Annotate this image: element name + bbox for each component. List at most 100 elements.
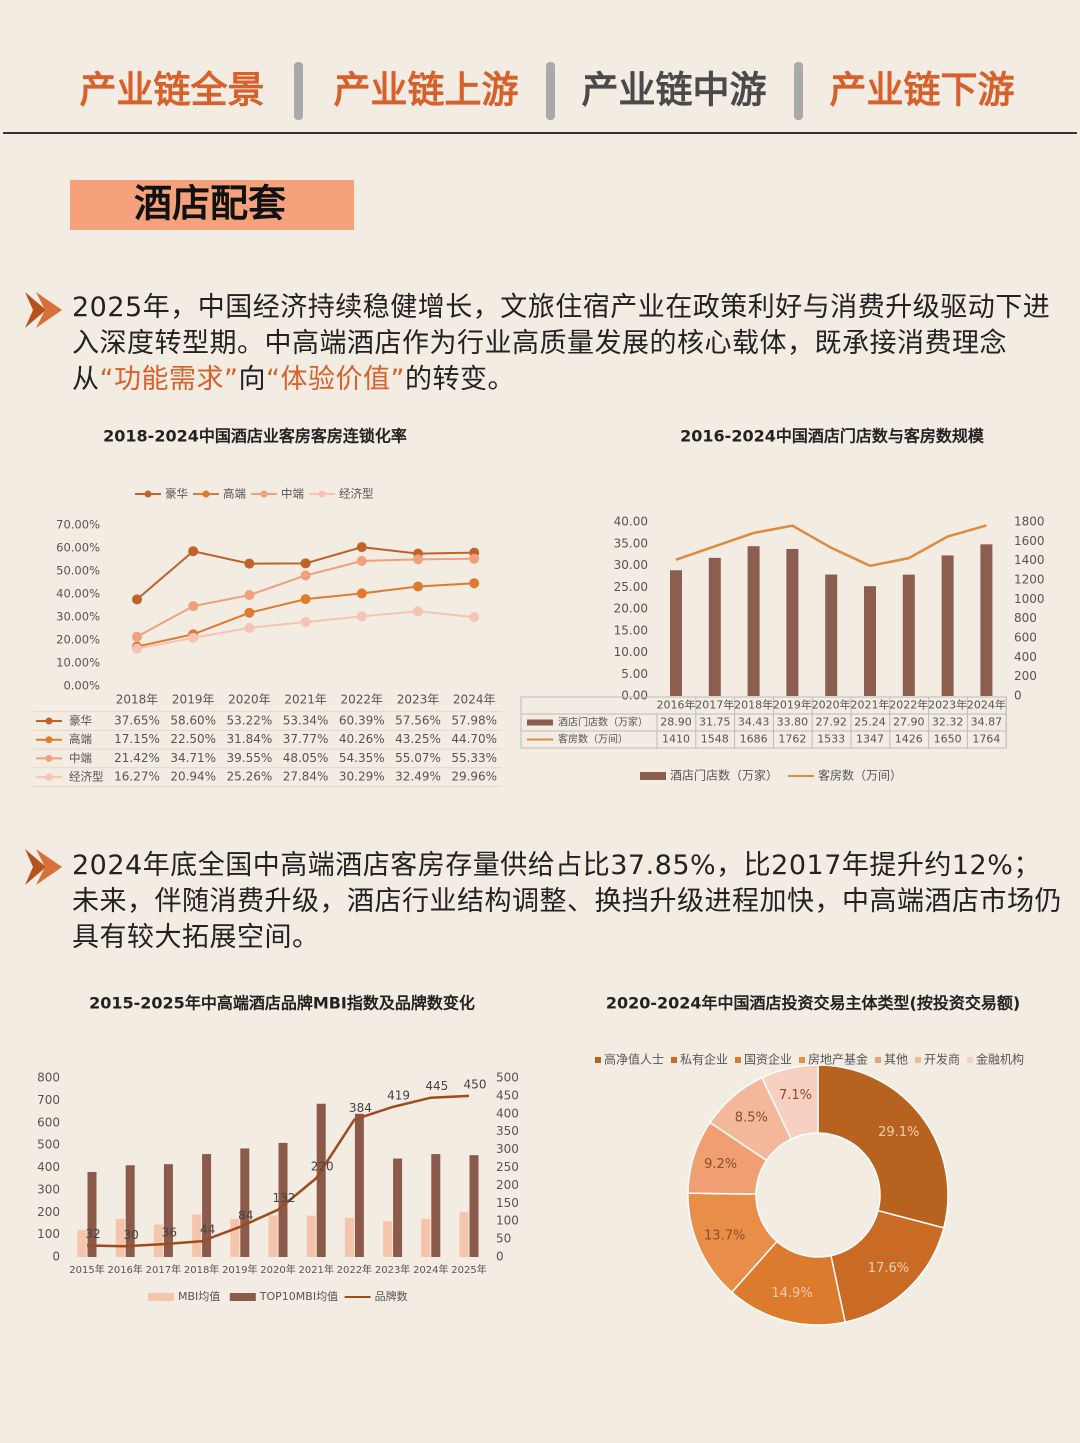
bar xyxy=(421,1218,431,1257)
data-label: 445 xyxy=(425,1079,448,1093)
legend-marker xyxy=(318,490,326,498)
y-tick-label: 60.00% xyxy=(56,541,100,555)
table-cell: 48.05% xyxy=(283,751,329,765)
bullet-arrow xyxy=(25,292,62,328)
x-tick-label: 2021年 xyxy=(284,693,327,707)
y-tick-label: 0.00 xyxy=(621,689,648,703)
bar xyxy=(202,1154,212,1257)
text: 向 xyxy=(238,364,266,395)
y2-tick-label: 100 xyxy=(496,1214,519,1228)
bar xyxy=(77,1230,87,1257)
nav-tab[interactable]: 产业链上游 xyxy=(334,69,519,112)
x-tick-label: 2018年 xyxy=(734,698,773,712)
bar xyxy=(192,1214,202,1257)
x-tick-label: 2022年 xyxy=(341,693,384,707)
y-tick-label: 400 xyxy=(37,1160,60,1174)
bar xyxy=(941,555,954,696)
table-cell: 54.35% xyxy=(339,751,385,765)
x-tick-label: 2025年 xyxy=(451,1263,486,1276)
point xyxy=(300,594,311,605)
text: 的转变。 xyxy=(404,364,515,395)
y2-tick-label: 1800 xyxy=(1014,515,1045,529)
table-cell: 53.34% xyxy=(283,714,329,728)
legend-label: 高净值人士 xyxy=(604,1052,664,1067)
point xyxy=(469,578,480,589)
y-tick-label: 300 xyxy=(37,1182,60,1196)
table-row-label: 豪华 xyxy=(69,714,92,728)
table-cell: 20.94% xyxy=(170,770,216,784)
y2-tick-label: 200 xyxy=(496,1178,519,1192)
table-cell: 32.32 xyxy=(932,716,964,729)
bar xyxy=(316,1103,326,1257)
table-legend-marker xyxy=(45,736,53,744)
bar xyxy=(306,1215,316,1257)
point xyxy=(244,607,255,618)
legend-label: 豪华 xyxy=(165,487,188,501)
data-label: 84 xyxy=(238,1208,253,1222)
table-cell: 37.65% xyxy=(114,714,160,728)
table-row-label: 经济型 xyxy=(69,770,104,784)
slice xyxy=(817,1064,949,1229)
legend-swatch xyxy=(915,1057,921,1063)
x-tick-label: 2024年 xyxy=(967,698,1006,712)
data-label: 36 xyxy=(162,1226,177,1240)
point xyxy=(469,553,480,564)
y-tick-label: 30.00 xyxy=(614,558,648,572)
data-label: 29.1% xyxy=(878,1125,919,1140)
y-tick-label: 5.00 xyxy=(621,667,648,681)
y-tick-label: 700 xyxy=(37,1093,60,1107)
point xyxy=(300,558,311,569)
y-tick-label: 100 xyxy=(37,1227,60,1241)
bar xyxy=(163,1164,173,1257)
y-tick-label: 50.00% xyxy=(56,564,100,578)
nav-tab[interactable]: 产业链中游 xyxy=(582,69,767,112)
bar xyxy=(708,557,721,696)
x-tick-label: 2022年 xyxy=(337,1263,372,1276)
point xyxy=(132,594,142,605)
point xyxy=(356,611,367,622)
table-cell: 1347 xyxy=(856,733,884,746)
point xyxy=(244,558,255,569)
y2-tick-label: 800 xyxy=(1014,611,1037,625)
x-tick-label: 2022年 xyxy=(889,698,928,712)
chart-title: 2018-2024中国酒店业客房客房连锁化率 xyxy=(103,427,407,446)
point xyxy=(413,606,423,617)
table-cell: 27.84% xyxy=(283,770,329,784)
table-cell: 34.87 xyxy=(971,716,1003,729)
legend-marker xyxy=(144,490,152,498)
paragraph: 2024年底全国中高端酒店客房存量供给占比37.85%，比2017年提升约12%… xyxy=(72,848,1062,956)
point xyxy=(356,542,367,553)
legend-label: 私有企业 xyxy=(680,1052,728,1067)
legend-label: 经济型 xyxy=(339,487,374,501)
data-label: 132 xyxy=(273,1191,296,1205)
point xyxy=(132,643,142,654)
nav-tab[interactable]: 产业链下游 xyxy=(830,69,1015,112)
legend-swatch xyxy=(671,1057,677,1063)
bar xyxy=(268,1215,278,1257)
table-row-label: 高端 xyxy=(69,732,92,746)
y2-tick-label: 1400 xyxy=(1014,553,1045,567)
bullet-arrow xyxy=(25,849,62,885)
table-cell: 60.39% xyxy=(339,714,385,728)
table-cell: 55.07% xyxy=(395,751,441,765)
x-tick-label: 2021年 xyxy=(298,1263,333,1276)
nav-separator xyxy=(294,62,303,120)
table-cell: 31.84% xyxy=(227,732,273,746)
y2-tick-label: 1000 xyxy=(1014,592,1045,606)
table-cell: 1764 xyxy=(972,733,1000,746)
y-tick-label: 600 xyxy=(37,1115,60,1129)
legend-label: 开发商 xyxy=(924,1052,960,1067)
legend-label: 客房数（万间） xyxy=(818,768,902,783)
legend-swatch xyxy=(799,1057,805,1063)
nav-tab[interactable]: 产业链全景 xyxy=(80,69,265,112)
x-tick-label: 2019年 xyxy=(172,693,215,707)
point xyxy=(244,590,255,601)
table-cell: 29.96% xyxy=(451,770,497,784)
bar xyxy=(354,1113,364,1257)
table-cell: 1410 xyxy=(662,733,690,746)
y2-tick-label: 0 xyxy=(1014,689,1022,703)
legend-label: TOP10MBI均值 xyxy=(259,1290,338,1303)
bar xyxy=(115,1218,125,1257)
series-line xyxy=(86,1094,470,1248)
